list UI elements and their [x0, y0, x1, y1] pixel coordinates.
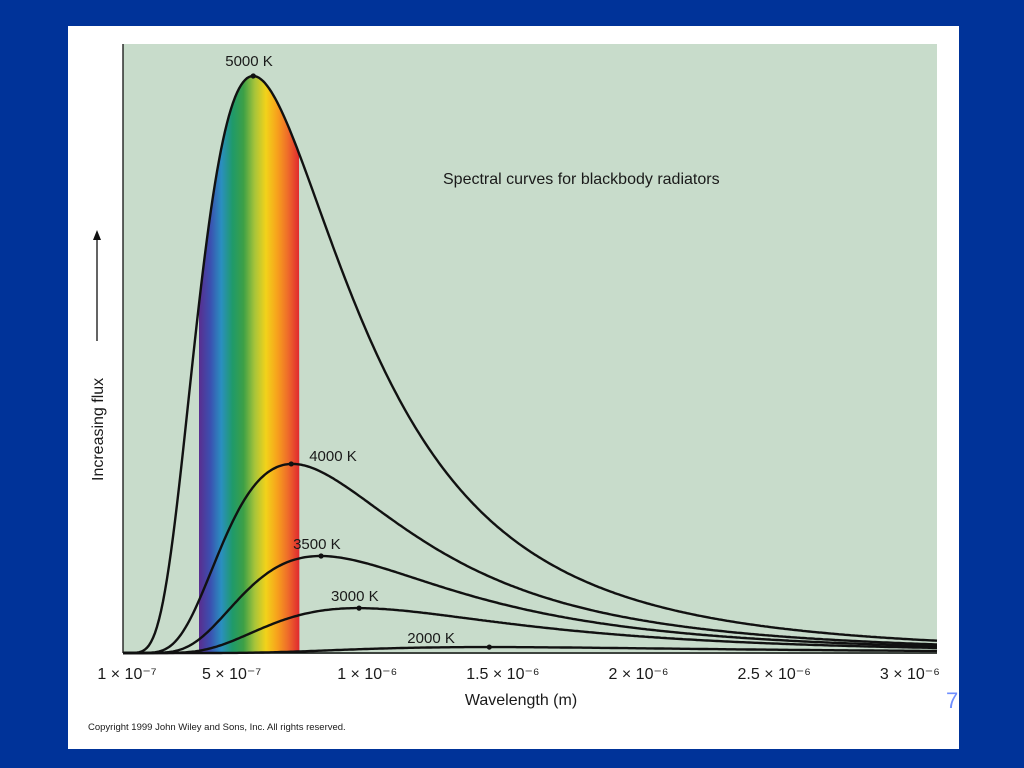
peak-marker-3000k: [356, 605, 362, 611]
curve-label-5000k: 5000 K: [225, 53, 273, 70]
x-tick-label: 2.5 × 10⁻⁶: [738, 666, 811, 683]
blackbody-chart: 1 × 10⁻⁷ 5 × 10⁻⁷ 1 × 10⁻⁶ 1.5 × 10⁻⁶ 2 × 10…: [88, 44, 940, 733]
curve-3000k: [123, 606, 937, 655]
curve-label-2000k: 2000 K: [407, 630, 455, 647]
chart-title: Spectral curves for blackbody radiators: [443, 171, 720, 188]
x-ticks: 1 × 10⁻⁷ 5 × 10⁻⁷ 1 × 10⁻⁶ 1.5 × 10⁻⁶ 2 × 10…: [97, 666, 939, 683]
y-axis-title-group: Increasing flux: [90, 230, 107, 481]
peak-marker-5000k: [250, 73, 256, 79]
visible-spectrum-band: [199, 76, 300, 653]
axes: [122, 44, 937, 654]
curve-label-3000k: 3000 K: [331, 588, 379, 605]
x-axis-title: Wavelength (m): [465, 692, 577, 709]
x-tick-label: 1.5 × 10⁻⁶: [466, 666, 539, 683]
curve-labels: 5000 K 4000 K 3500 K 3000 K 2000 K: [225, 53, 455, 647]
curve-5000k: [123, 74, 938, 655]
peak-marker-3500k: [318, 553, 324, 559]
peak-marker-4000k: [288, 461, 294, 467]
x-tick-label: 3 × 10⁻⁶: [880, 666, 940, 683]
figure-panel: 1 × 10⁻⁷ 5 × 10⁻⁷ 1 × 10⁻⁶ 1.5 × 10⁻⁶ 2 × 10…: [68, 26, 959, 749]
y-axis-arrow-head: [93, 230, 101, 240]
curve-3500k: [123, 554, 937, 655]
peak-marker-2000k: [486, 644, 492, 650]
x-tick-label: 5 × 10⁻⁷: [202, 666, 261, 683]
copyright-notice: Copyright 1999 John Wiley and Sons, Inc.…: [88, 722, 346, 733]
slide-number: 7: [946, 688, 959, 713]
curve-4000k: [123, 462, 937, 655]
x-tick-label: 2 × 10⁻⁶: [609, 666, 669, 683]
curve-label-4000k: 4000 K: [309, 448, 357, 465]
x-tick-label: 1 × 10⁻⁷: [97, 666, 156, 683]
visible-spectrum-fill: [199, 76, 300, 653]
x-tick-label: 1 × 10⁻⁶: [337, 666, 397, 683]
curve-label-3500k: 3500 K: [293, 536, 341, 553]
y-axis-title: Increasing flux: [90, 378, 107, 481]
